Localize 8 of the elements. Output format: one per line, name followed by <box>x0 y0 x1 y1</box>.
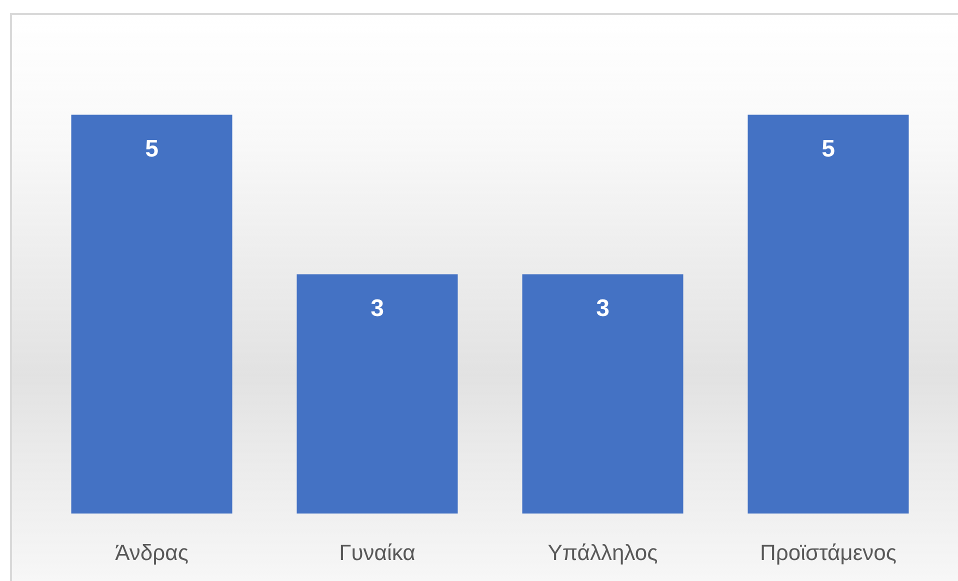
x-tick-label: Υπάλληλος <box>548 540 658 565</box>
data-label: 3 <box>596 294 610 322</box>
x-tick-label: Γυναίκα <box>339 540 416 565</box>
data-label: 3 <box>370 294 384 322</box>
x-tick-label: Άνδρας <box>115 540 188 565</box>
data-label: 5 <box>145 135 158 162</box>
x-tick-label: Προϊστάμενος <box>760 540 897 565</box>
data-label: 5 <box>822 135 835 162</box>
